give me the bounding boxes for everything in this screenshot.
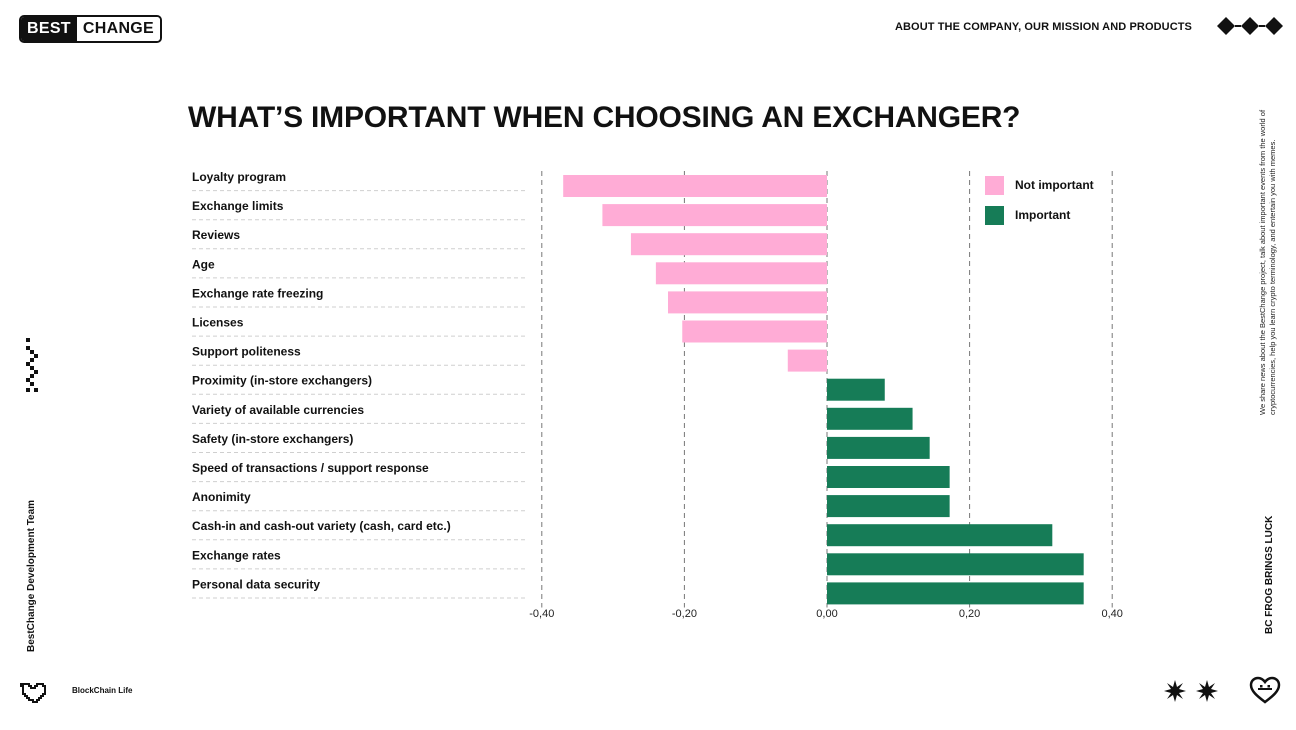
- bars: [563, 175, 1084, 605]
- bar-important: [827, 495, 950, 518]
- bar-important: [827, 378, 885, 401]
- pixel-heart-icon: [20, 683, 46, 703]
- x-tick-label: -0,20: [672, 608, 697, 620]
- blockchain-life-label: BlockChain Life: [72, 686, 133, 695]
- category-label: Licenses: [192, 316, 244, 330]
- x-tick-label: 0,00: [816, 608, 837, 620]
- category-label: Exchange limits: [192, 199, 284, 213]
- logo-change: CHANGE: [76, 17, 161, 41]
- category-label: Age: [192, 257, 215, 271]
- legend: Not important Important: [985, 176, 1094, 225]
- category-label: Anonimity: [192, 490, 251, 504]
- legend-label: Important: [1015, 208, 1070, 222]
- bar-not-important: [682, 320, 827, 343]
- category-label: Support politeness: [192, 345, 301, 359]
- category-label: Safety (in-store exchangers): [192, 432, 353, 446]
- bar-important: [827, 582, 1084, 605]
- about-nav-link[interactable]: ABOUT THE COMPANY, OUR MISSION AND PRODU…: [894, 21, 1192, 33]
- category-label: Exchange rates: [192, 548, 281, 562]
- category-label: Variety of available currencies: [192, 403, 364, 417]
- bestchange-logo[interactable]: BEST CHANGE: [19, 15, 163, 43]
- category-label: Personal data security: [192, 577, 320, 591]
- category-label: Cash-in and cash-out variety (cash, card…: [192, 519, 451, 533]
- legend-swatch: [985, 206, 1004, 225]
- bar-important: [827, 553, 1084, 576]
- category-label: Speed of transactions / support response: [192, 461, 429, 475]
- bar-not-important: [787, 349, 827, 372]
- category-label: Reviews: [192, 228, 240, 242]
- x-tick-label: -0,40: [529, 608, 554, 620]
- category-label: Loyalty program: [192, 170, 286, 184]
- diamonds-icon: [1217, 17, 1283, 35]
- legend-swatch: [985, 176, 1004, 195]
- bar-not-important: [655, 262, 827, 285]
- bar-important: [827, 466, 950, 488]
- category-label: Exchange rate freezing: [192, 286, 323, 300]
- row-separators: [192, 190, 525, 599]
- bar-important: [827, 407, 913, 430]
- chart-title: WHAT’S IMPORTANT WHEN CHOOSING AN EXCHAN…: [188, 101, 1021, 134]
- bar-not-important: [563, 175, 827, 197]
- bar-not-important: [630, 233, 827, 256]
- bar-important: [827, 524, 1053, 547]
- pixel-chain-icon: [26, 338, 38, 392]
- category-labels: Loyalty program Exchange limits Reviews Age…: [192, 170, 451, 591]
- legend-label: Not important: [1015, 178, 1094, 192]
- logo-best: BEST: [21, 17, 77, 41]
- category-label: Proximity (in-store exchangers): [192, 374, 372, 388]
- x-tick-label: 0,40: [1101, 608, 1122, 620]
- bar-important: [827, 436, 930, 459]
- starburst-icon: [1164, 680, 1218, 702]
- x-tick-labels: -0,40 -0,20 0,00 0,20 0,40: [529, 608, 1123, 620]
- bar-not-important: [668, 291, 827, 314]
- bar-not-important: [602, 204, 827, 227]
- heart-face-icon: [1249, 676, 1281, 704]
- x-tick-label: 0,20: [959, 608, 980, 620]
